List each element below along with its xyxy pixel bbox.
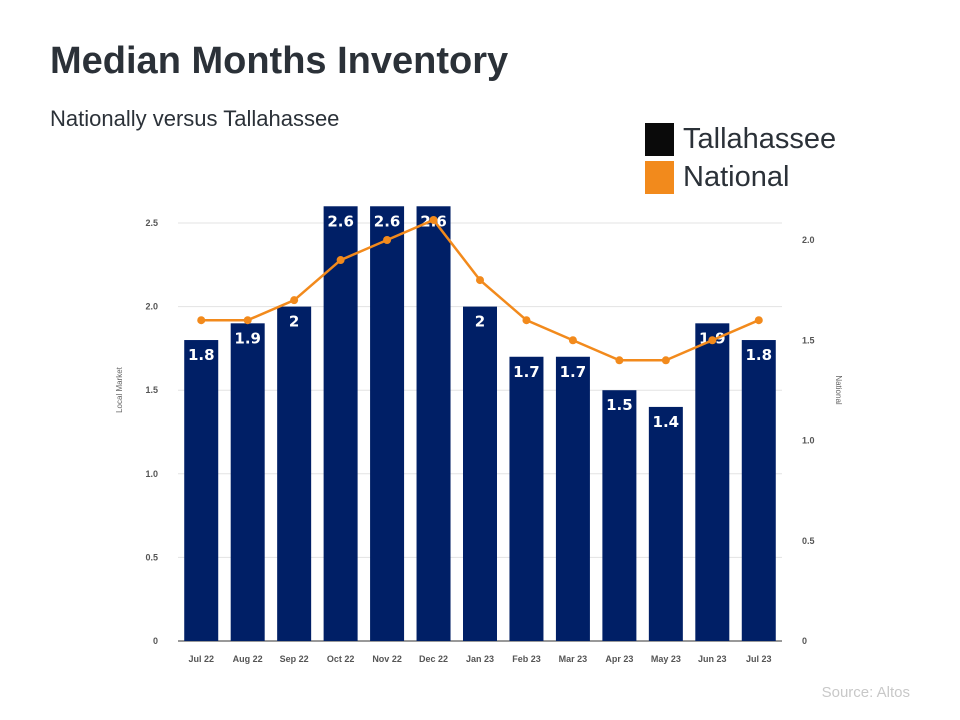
- y-tick-label-left: 0: [153, 636, 158, 646]
- national-point: [754, 316, 763, 325]
- national-point: [615, 356, 624, 365]
- national-point: [522, 316, 531, 325]
- bar-value-label: 1.9: [234, 329, 261, 347]
- x-tick-label: Sep 22: [280, 654, 309, 664]
- legend-item-tallahassee: Tallahassee: [645, 120, 836, 158]
- y-tick-label-right: 0: [802, 636, 807, 646]
- bar-value-label: 1.5: [606, 396, 633, 414]
- legend-label-national: National: [683, 160, 790, 193]
- y-tick-label-left: 2.0: [145, 302, 158, 312]
- source-note: Source: Altos: [821, 684, 910, 701]
- chart-title: Median Months Inventory: [50, 40, 509, 82]
- bar: [648, 406, 683, 641]
- y-tick-label-right: 0.5: [802, 536, 815, 546]
- national-point: [708, 336, 717, 345]
- y-tick-label-right: 1.0: [802, 436, 815, 446]
- bar: [741, 340, 776, 641]
- bar: [323, 206, 358, 641]
- y-tick-label-left: 1.0: [145, 469, 158, 479]
- legend: Tallahassee National: [645, 120, 836, 196]
- x-tick-label: Jul 22: [188, 654, 214, 664]
- national-point: [336, 256, 345, 265]
- legend-swatch-national: [645, 160, 674, 194]
- x-tick-label: Apr 23: [605, 654, 633, 664]
- national-point: [568, 336, 577, 345]
- y-tick-label-left: 1.5: [145, 385, 158, 395]
- bar: [370, 206, 405, 641]
- y-axis-title-right: National: [834, 375, 843, 405]
- bar-value-label: 1.4: [653, 413, 680, 431]
- bar: [555, 356, 590, 641]
- x-tick-label: Mar 23: [559, 654, 588, 664]
- y-tick-label-left: 0.5: [145, 552, 158, 562]
- national-point: [661, 356, 670, 365]
- bar-value-label: 2.6: [374, 212, 401, 230]
- national-point: [383, 236, 392, 244]
- x-tick-label: Dec 22: [419, 654, 448, 664]
- x-tick-label: Nov 22: [372, 654, 402, 664]
- legend-swatch-tallahassee: [645, 122, 674, 156]
- x-tick-label: Feb 23: [512, 654, 541, 664]
- bar-value-label: 2.6: [327, 212, 354, 230]
- bar: [463, 306, 497, 641]
- x-tick-label: Aug 22: [233, 654, 263, 664]
- bar: [277, 306, 312, 641]
- bar: [695, 323, 730, 641]
- national-point: [476, 276, 484, 285]
- bar-value-label: 1.8: [745, 346, 772, 364]
- x-tick-label: Oct 22: [327, 654, 355, 664]
- bar: [602, 390, 637, 641]
- national-point: [290, 296, 299, 305]
- bar-value-label: 1.7: [513, 363, 540, 381]
- bar-value-label: 2: [475, 313, 485, 331]
- x-tick-label: Jul 23: [746, 654, 772, 664]
- y-tick-label-right: 1.5: [802, 335, 815, 345]
- bar: [509, 356, 544, 641]
- bar-value-label: 2: [289, 313, 299, 331]
- bar: [184, 340, 219, 641]
- x-tick-label: May 23: [651, 654, 681, 664]
- national-point: [429, 215, 438, 224]
- chart-subtitle: Nationally versus Tallahassee: [50, 106, 340, 131]
- national-point: [243, 316, 252, 325]
- bar-value-label: 1.7: [560, 363, 587, 381]
- bar: [416, 206, 451, 641]
- national-point: [197, 316, 206, 325]
- y-tick-label-right: 2.0: [802, 235, 815, 245]
- legend-label-tallahassee: Tallahassee: [683, 122, 837, 155]
- y-tick-label-left: 2.5: [145, 218, 158, 228]
- y-axis-title-left: Local Market: [115, 366, 124, 413]
- legend-item-national: National: [645, 158, 836, 196]
- x-tick-label: Jan 23: [466, 654, 494, 664]
- x-tick-label: Jun 23: [698, 654, 727, 664]
- bar: [230, 323, 265, 641]
- bar-value-label: 1.8: [188, 346, 215, 364]
